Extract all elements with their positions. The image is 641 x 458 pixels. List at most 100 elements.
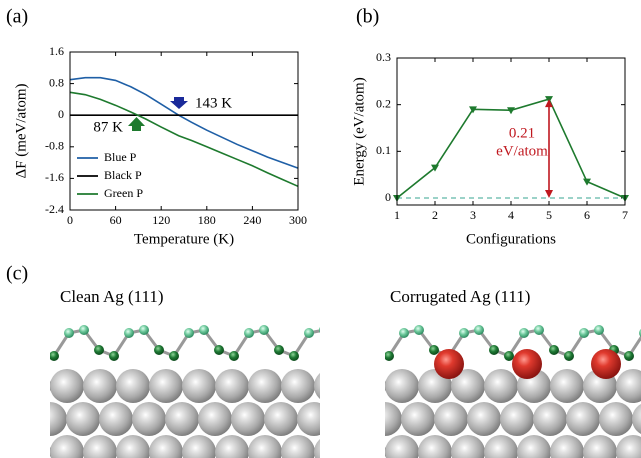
legend-label: Green P bbox=[104, 186, 143, 200]
ag-atom bbox=[418, 435, 452, 458]
x-tick-label: 240 bbox=[243, 213, 261, 227]
ag-atom bbox=[451, 435, 485, 458]
ag-atom bbox=[533, 402, 567, 436]
annotation: 87 K bbox=[93, 119, 123, 135]
x-tick-label: 60 bbox=[110, 213, 122, 227]
p-atom bbox=[319, 325, 329, 335]
p-atom bbox=[244, 328, 254, 338]
panel-label: (c) bbox=[6, 263, 28, 285]
ag-atom bbox=[434, 402, 468, 436]
p-atom bbox=[459, 328, 469, 338]
ag-atom bbox=[116, 369, 150, 403]
x-tick-label: 1 bbox=[394, 208, 400, 222]
ag-atom bbox=[314, 369, 348, 403]
x-tick-label: 120 bbox=[152, 213, 170, 227]
ag-atom bbox=[517, 435, 551, 458]
ag-atom bbox=[385, 435, 419, 458]
x-tick-label: 180 bbox=[198, 213, 216, 227]
ag-atom bbox=[264, 402, 298, 436]
arrow bbox=[128, 117, 145, 131]
ag-atom bbox=[50, 369, 84, 403]
ag-atom bbox=[297, 402, 331, 436]
x-tick-label: 0 bbox=[67, 213, 73, 227]
slab bbox=[352, 325, 641, 458]
ag-atom bbox=[566, 402, 600, 436]
ag-atom bbox=[352, 369, 386, 403]
p-atom bbox=[429, 345, 439, 355]
p-atom bbox=[504, 351, 514, 361]
caption: Clean Ag (111) bbox=[60, 287, 164, 306]
p-atom bbox=[289, 351, 299, 361]
ag-atom bbox=[314, 435, 348, 458]
ag-atom bbox=[17, 369, 51, 403]
p-atom bbox=[214, 345, 224, 355]
ag-atom bbox=[281, 435, 315, 458]
x-tick-label: 4 bbox=[508, 208, 514, 222]
ag-atom bbox=[83, 369, 117, 403]
ag-atom bbox=[599, 402, 633, 436]
ag-adatom bbox=[434, 349, 464, 379]
x-axis-label: Temperature (K) bbox=[134, 231, 234, 247]
ag-atom bbox=[182, 369, 216, 403]
p-atom bbox=[199, 325, 209, 335]
ag-atom bbox=[116, 435, 150, 458]
annotation: 143 K bbox=[195, 95, 232, 111]
figure: (a) (b) (c) Clean Ag (111) Corrugated Ag… bbox=[0, 0, 641, 458]
x-tick-label: 6 bbox=[584, 208, 590, 222]
ag-atom bbox=[33, 402, 67, 436]
x-tick-label: 2 bbox=[432, 208, 438, 222]
p-atom bbox=[169, 351, 179, 361]
ag-atom bbox=[149, 369, 183, 403]
ag-adatom bbox=[591, 349, 621, 379]
ag-atom bbox=[616, 435, 641, 458]
y-tick-label: -2.4 bbox=[45, 202, 64, 216]
structures bbox=[17, 325, 641, 458]
p-atom bbox=[49, 351, 59, 361]
ag-atom bbox=[401, 402, 435, 436]
ag-atom bbox=[368, 402, 402, 436]
y-tick-label: 0.2 bbox=[376, 96, 391, 110]
y-axis-label: ΔF (meV/atom) bbox=[13, 83, 29, 178]
panel-label: (b) bbox=[356, 6, 379, 28]
p-atom bbox=[229, 351, 239, 361]
annotation: eV/atom bbox=[496, 143, 548, 159]
p-atom bbox=[304, 328, 314, 338]
p-atom bbox=[79, 325, 89, 335]
ag-atom bbox=[17, 435, 51, 458]
y-tick-label: 0.3 bbox=[376, 50, 391, 64]
p-atom bbox=[64, 328, 74, 338]
p-atom bbox=[124, 328, 134, 338]
ag-atom bbox=[83, 435, 117, 458]
arrow bbox=[170, 97, 188, 109]
ag-atom bbox=[281, 369, 315, 403]
p-atom bbox=[154, 345, 164, 355]
ag-atom bbox=[182, 435, 216, 458]
p-atom bbox=[579, 328, 589, 338]
p-atom bbox=[594, 325, 604, 335]
ag-atom bbox=[215, 369, 249, 403]
ag-atom bbox=[467, 402, 501, 436]
ag-atom bbox=[198, 402, 232, 436]
ag-atom bbox=[500, 402, 534, 436]
annotation: 0.21 bbox=[509, 125, 535, 141]
x-tick-label: 3 bbox=[470, 208, 476, 222]
slab bbox=[17, 325, 348, 458]
ag-atom bbox=[50, 435, 84, 458]
p-atom bbox=[139, 325, 149, 335]
x-axis-label: Configurations bbox=[466, 231, 556, 247]
ag-atom bbox=[583, 435, 617, 458]
ag-atom bbox=[632, 402, 641, 436]
p-atom bbox=[399, 328, 409, 338]
ag-atom bbox=[149, 435, 183, 458]
panel-label: (a) bbox=[6, 6, 28, 28]
y-tick-label: -1.6 bbox=[45, 170, 64, 184]
ag-atom bbox=[215, 435, 249, 458]
p-atom bbox=[549, 345, 559, 355]
y-tick-label: 0 bbox=[385, 190, 391, 204]
ag-atom bbox=[248, 369, 282, 403]
p-atom bbox=[274, 345, 284, 355]
x-tick-label: 7 bbox=[622, 208, 628, 222]
p-atom bbox=[624, 351, 634, 361]
legend-label: Black P bbox=[104, 168, 142, 182]
ag-atom bbox=[352, 435, 386, 458]
